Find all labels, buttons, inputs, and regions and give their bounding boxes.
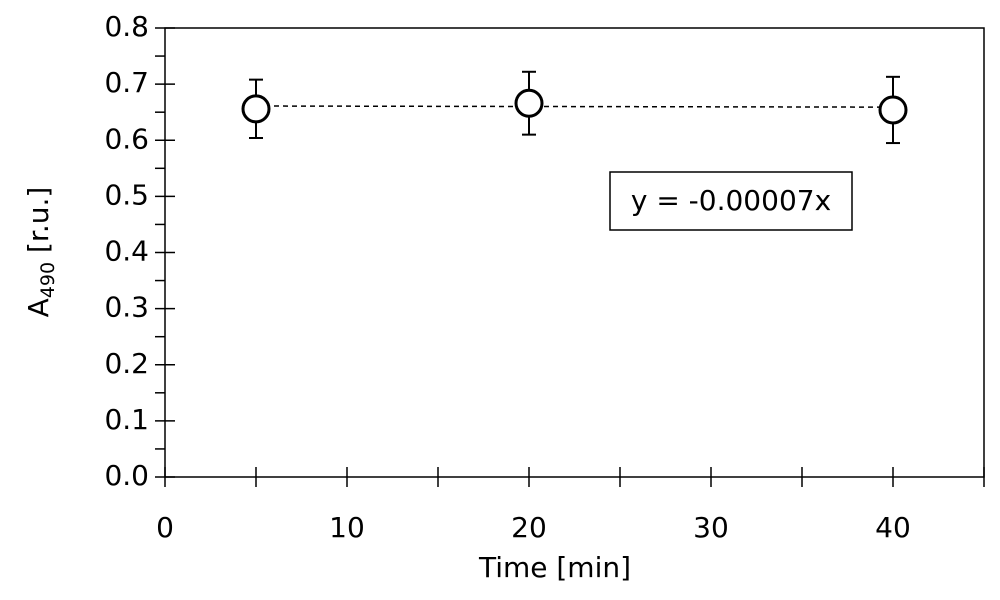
y-label-main: A bbox=[22, 298, 55, 317]
x-tick-label: 10 bbox=[329, 511, 365, 544]
y-tick-label: 0.7 bbox=[104, 66, 149, 99]
x-tick-label: 30 bbox=[693, 511, 729, 544]
plot-frame bbox=[164, 27, 985, 478]
trendline bbox=[255, 105, 894, 108]
point bbox=[878, 95, 908, 125]
y-label-rest: [r.u.] bbox=[22, 187, 55, 262]
x-tick-label: 0 bbox=[156, 511, 174, 544]
x-tick-label: 20 bbox=[511, 511, 547, 544]
y-tick-label: 0.3 bbox=[104, 291, 149, 324]
y-tick-label: 0.5 bbox=[104, 178, 149, 211]
y-label-sub: 490 bbox=[37, 262, 59, 298]
x-tick-label: 40 bbox=[875, 511, 911, 544]
point bbox=[241, 94, 271, 124]
annotation: y = -0.00007x bbox=[631, 184, 831, 217]
y-tick-label: 0.4 bbox=[104, 235, 149, 268]
y-tick-label: 0.8 bbox=[104, 10, 149, 43]
y-tick-label: 0.1 bbox=[104, 403, 149, 436]
point bbox=[514, 88, 544, 118]
y-tick-label: 0.6 bbox=[104, 122, 149, 155]
y-axis-label: A490 [r.u.] bbox=[22, 187, 59, 318]
annotation-box bbox=[609, 171, 853, 231]
x-axis-label: Time [min] bbox=[478, 551, 631, 584]
y-tick-label: 0.2 bbox=[104, 347, 149, 380]
y-tick-label: 0.0 bbox=[104, 459, 149, 492]
